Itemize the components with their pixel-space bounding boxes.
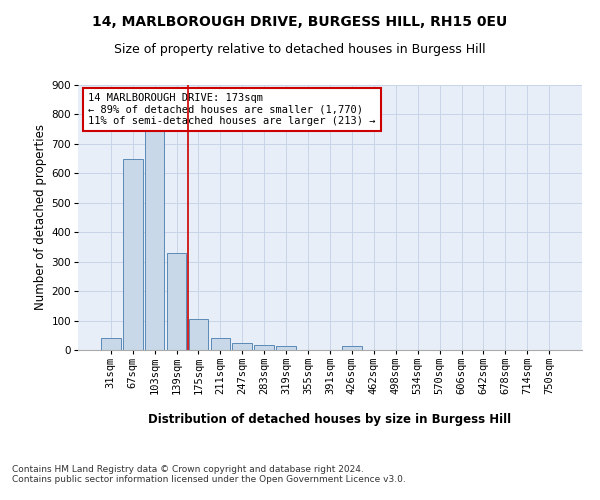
Text: Contains HM Land Registry data © Crown copyright and database right 2024.
Contai: Contains HM Land Registry data © Crown c…: [12, 465, 406, 484]
Bar: [188, 319, 208, 350]
Bar: [145, 126, 164, 350]
Text: 14, MARLBOROUGH DRIVE, BURGESS HILL, RH15 0EU: 14, MARLBOROUGH DRIVE, BURGESS HILL, RH1…: [92, 15, 508, 29]
Text: 14 MARLBOROUGH DRIVE: 173sqm
← 89% of detached houses are smaller (1,770)
11% of: 14 MARLBOROUGH DRIVE: 173sqm ← 89% of de…: [88, 93, 376, 126]
Bar: [211, 338, 230, 350]
Bar: [101, 338, 121, 350]
Bar: [167, 253, 187, 350]
Bar: [254, 344, 274, 350]
Text: Distribution of detached houses by size in Burgess Hill: Distribution of detached houses by size …: [148, 412, 512, 426]
Bar: [276, 346, 296, 350]
Bar: [232, 342, 252, 350]
Bar: [342, 346, 362, 350]
Bar: [123, 158, 143, 350]
Y-axis label: Number of detached properties: Number of detached properties: [34, 124, 47, 310]
Text: Size of property relative to detached houses in Burgess Hill: Size of property relative to detached ho…: [114, 42, 486, 56]
